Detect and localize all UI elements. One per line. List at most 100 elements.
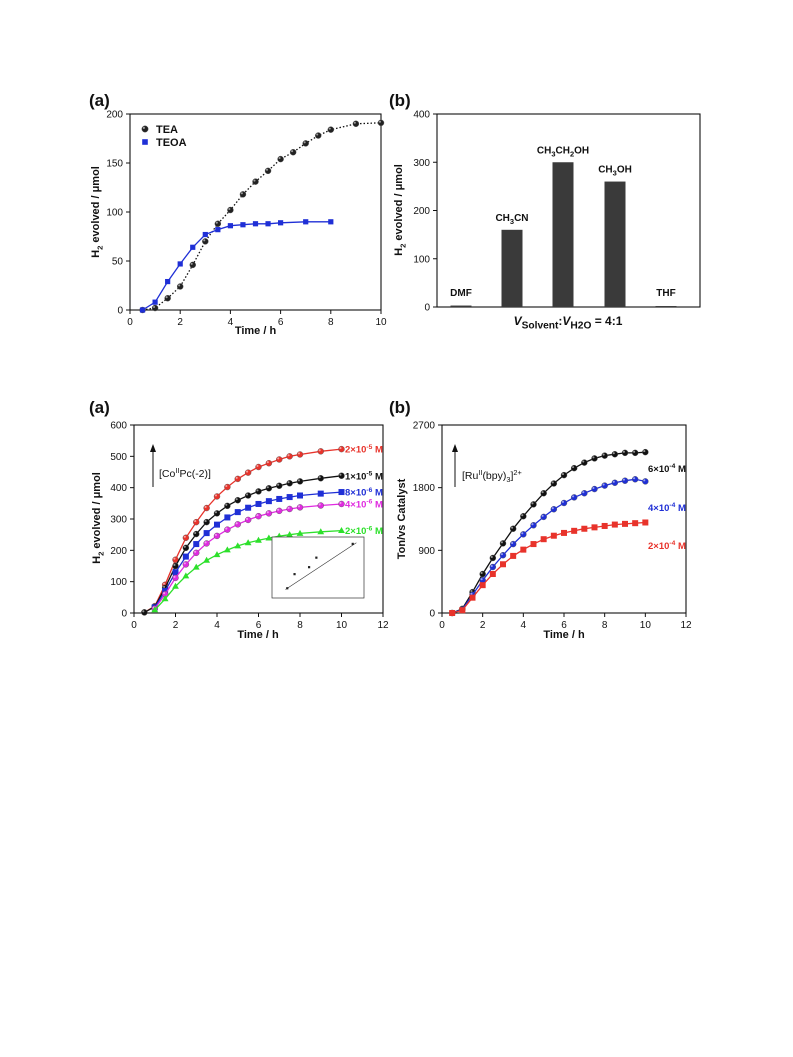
y-tick-label: 2700 [413,421,436,432]
point-highlight [561,500,564,503]
data-point [479,582,486,589]
data-point [193,541,200,548]
data-point [499,540,507,547]
data-point [265,534,273,541]
point-highlight [266,511,269,514]
bar-label-part: 3 [551,149,555,158]
bar-label-part: CN [514,213,528,224]
data-point [182,553,189,560]
inset-frame [271,536,365,599]
point-highlight [204,541,207,544]
data-point [601,522,608,529]
point-highlight [256,464,259,467]
data-point [202,238,209,245]
data-point [176,283,184,290]
data-point [213,551,221,558]
data-point [560,471,568,479]
data-point [172,582,179,589]
point-highlight [339,473,342,476]
data-point [631,449,639,457]
point-highlight [287,506,290,509]
x-tick-label: 12 [680,620,692,631]
point-highlight [378,120,382,123]
series-label-part: 4×10 [648,503,669,514]
series-label-part: -5 [366,444,372,451]
y-axis-label-part: evolved / μmol [91,472,103,551]
point-highlight [339,501,342,504]
series-label-part: M [372,445,383,456]
annotation-arrowhead [452,444,458,452]
point-highlight [521,532,524,535]
data-point [479,570,486,578]
x-axis-label-part: Solvent [522,321,559,332]
data-point [296,451,304,458]
annotation-label-part: (bpy) [482,470,506,482]
series-label-part: -6 [366,487,372,494]
y-axis-label-part: H [91,556,103,564]
data-point [244,469,252,476]
data-point [581,525,588,532]
data-point [509,540,517,548]
data-point [277,155,284,163]
point-highlight [173,563,176,566]
data-point [317,490,324,497]
data-point [203,518,210,526]
data-point [338,489,345,496]
x-tick-label: 2 [173,620,179,631]
data-point [338,500,345,508]
data-point [182,534,190,541]
data-point [224,526,231,533]
series-label-part: 2×10 [648,541,669,552]
data-point [265,460,273,467]
data-point [642,519,649,526]
series-label-part: M [675,541,686,552]
data-point [234,475,241,483]
data-point [265,510,273,517]
bar-label-part: CH [598,165,612,176]
point-highlight [183,535,186,538]
y-axis-label-part: evolved / μmol [393,164,405,243]
data-point [252,221,259,227]
point-highlight [142,126,146,129]
data-point [265,498,272,505]
y-tick-label: 0 [117,306,123,317]
data-point [338,526,345,533]
inset-point [315,556,318,559]
data-point [245,504,252,511]
point-highlight [490,564,493,568]
data-point [193,518,200,526]
x-tick-label: 8 [297,620,303,631]
y-tick-label: 300 [110,515,127,526]
series-label-part: 2×10 [345,445,366,456]
series-label: 4×10-4 M [648,502,686,514]
data-point [234,542,242,549]
point-highlight [277,508,280,511]
bar-label-part: CH [495,213,509,224]
point-highlight [643,450,646,453]
point-highlight [511,541,514,545]
data-point [255,500,262,507]
data-point [255,463,262,471]
point-highlight [531,523,534,526]
point-highlight [318,476,321,479]
bar-label: CH3CH2OH [537,145,589,158]
annotation-label-part: II [175,466,179,475]
point-highlight [287,481,290,484]
x-tick-label: 12 [377,620,389,631]
data-point [215,227,221,233]
y-axis-label-part: H [393,248,405,256]
point-highlight [225,484,228,488]
point-highlight [214,494,217,497]
data-point [296,478,304,485]
data-point [530,541,537,548]
data-point [193,549,200,557]
data-point [265,221,271,227]
point-highlight [287,454,290,457]
point-highlight [178,284,181,287]
data-point [520,513,527,520]
data-point [591,455,598,462]
point-highlight [633,450,636,453]
point-highlight [622,450,625,453]
point-highlight [214,511,217,514]
bar [655,306,677,307]
